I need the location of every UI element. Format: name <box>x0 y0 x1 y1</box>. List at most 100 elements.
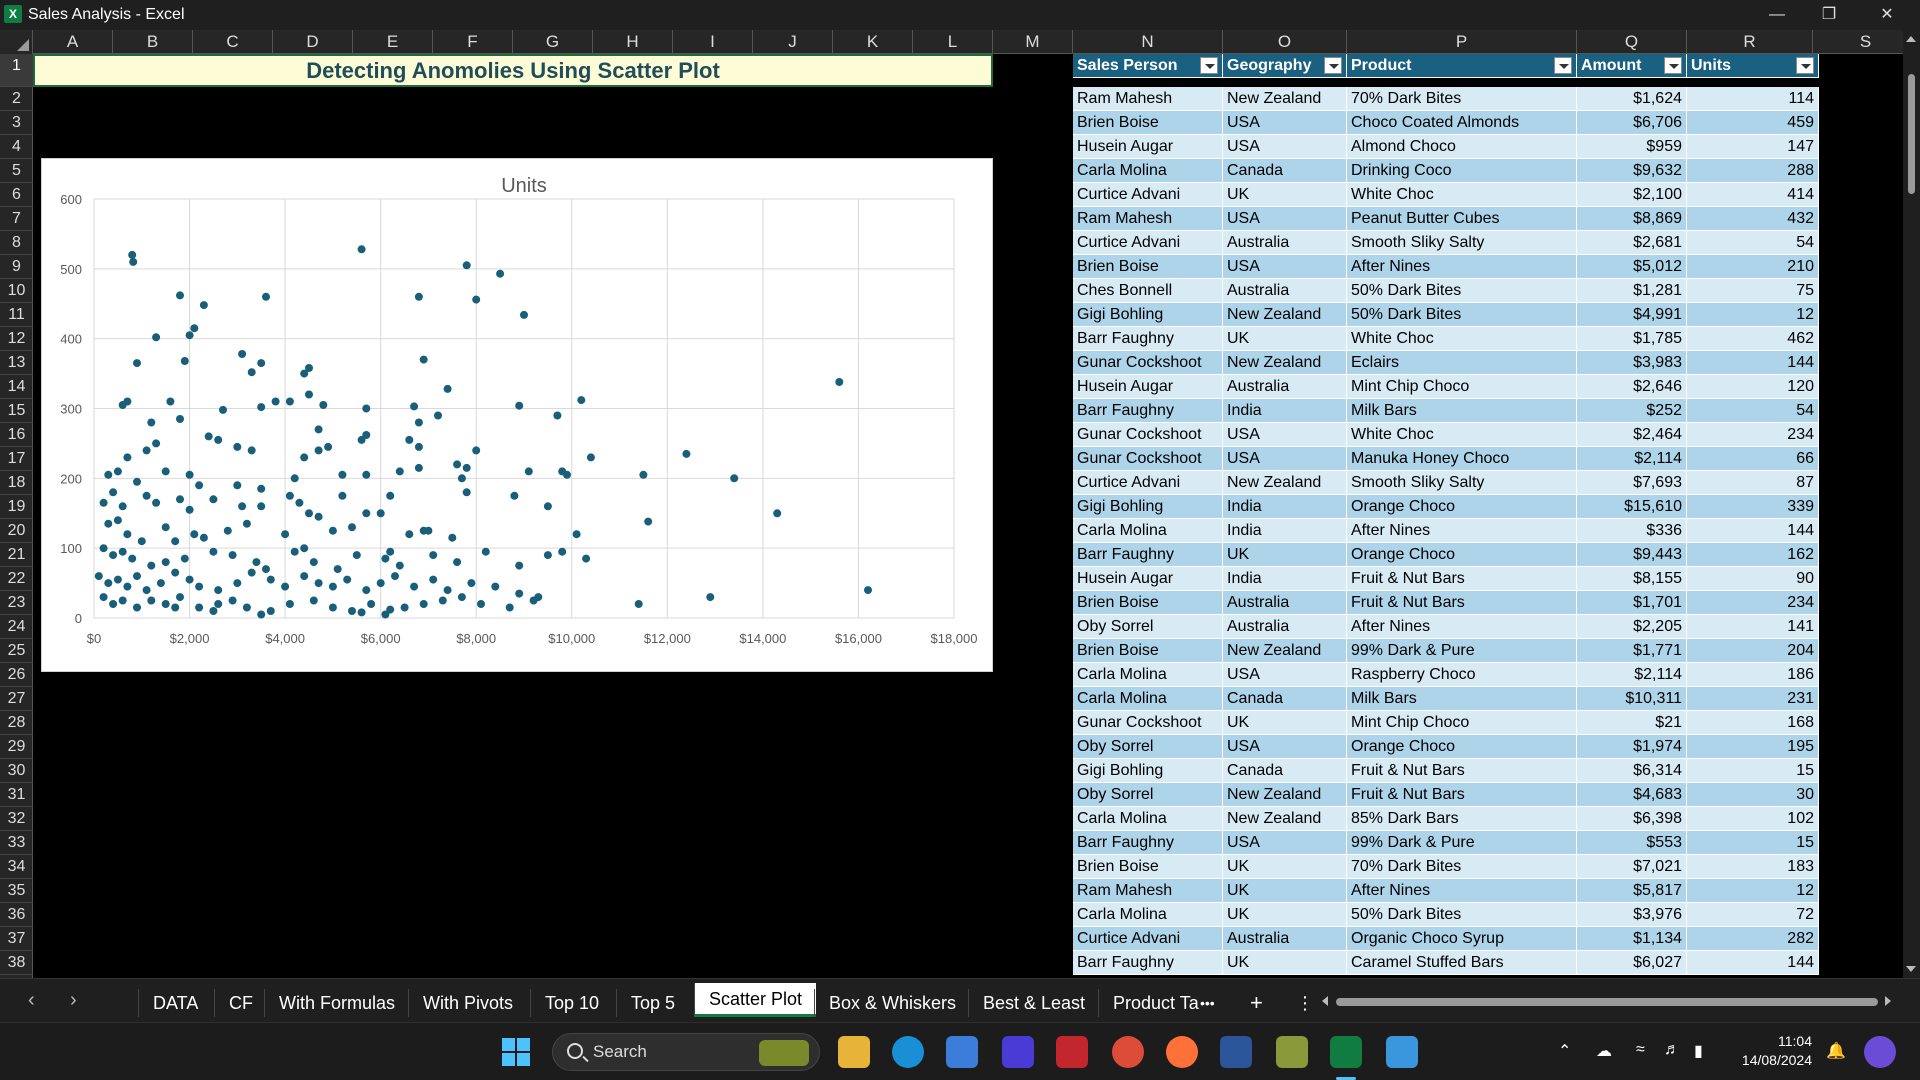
scatter-point[interactable] <box>152 439 161 448</box>
column-header[interactable]: L <box>913 30 993 54</box>
cell-sales-person[interactable]: Oby Sorrel <box>1073 615 1223 639</box>
cell-units[interactable]: 459 <box>1687 111 1819 135</box>
cell-amount[interactable]: $3,976 <box>1577 903 1687 927</box>
scatter-point[interactable] <box>195 481 204 490</box>
scatter-point[interactable] <box>558 547 567 556</box>
cell-product[interactable]: After Nines <box>1347 519 1577 543</box>
cell-product[interactable]: Mint Chip Choco <box>1347 375 1577 399</box>
scatter-point[interactable] <box>529 596 538 605</box>
cell-geography[interactable]: USA <box>1223 423 1347 447</box>
cell-geography[interactable]: UK <box>1223 327 1347 351</box>
scatter-point[interactable] <box>348 523 356 532</box>
cell-sales-person[interactable]: Curtice Advani <box>1073 471 1223 495</box>
scatter-point[interactable] <box>185 470 194 479</box>
scatter-point[interactable] <box>171 537 180 546</box>
scatter-point[interactable] <box>161 467 170 476</box>
column-header[interactable]: O <box>1223 30 1347 54</box>
scatter-point[interactable] <box>481 547 490 556</box>
scatter-point[interactable] <box>242 603 251 612</box>
cell-product[interactable]: Drinking Coco <box>1347 159 1577 183</box>
scatter-point[interactable] <box>414 418 423 427</box>
row-header[interactable]: 26 <box>0 663 33 687</box>
sheet-tab[interactable]: Box & Whiskers <box>814 989 970 1017</box>
row-header[interactable]: 33 <box>0 831 33 855</box>
cell-amount[interactable]: $1,624 <box>1577 87 1687 111</box>
scatter-point[interactable] <box>582 554 591 563</box>
cell-geography[interactable]: UK <box>1223 711 1347 735</box>
header-geography[interactable]: Geography <box>1223 54 1347 78</box>
scatter-point[interactable] <box>472 295 481 304</box>
scatter-point[interactable] <box>285 397 294 406</box>
row-header[interactable]: 15 <box>0 399 33 423</box>
cell-product[interactable]: Organic Choco Syrup <box>1347 927 1577 951</box>
cell-units[interactable]: 186 <box>1687 663 1819 687</box>
scatter-point[interactable] <box>176 593 184 602</box>
cell-amount[interactable]: $2,100 <box>1577 183 1687 207</box>
cell-product[interactable]: 50% Dark Bites <box>1347 303 1577 327</box>
scatter-point[interactable] <box>285 491 294 500</box>
scatter-chart[interactable]: Units 0 100 200 300 400 500 600 $0 $2,000 $4,000 $6… <box>41 158 993 672</box>
cell-sales-person[interactable]: Brien Boise <box>1073 591 1223 615</box>
cell-product[interactable]: 50% Dark Bites <box>1347 903 1577 927</box>
cell-product[interactable]: Raspberry Choco <box>1347 663 1577 687</box>
cell-product[interactable]: Mint Chip Choco <box>1347 711 1577 735</box>
scatter-point[interactable] <box>152 333 161 342</box>
cell-sales-person[interactable]: Oby Sorrel <box>1073 735 1223 759</box>
windows-start-icon[interactable] <box>500 1036 532 1068</box>
scatter-point[interactable] <box>730 474 739 483</box>
scatter-point[interactable] <box>109 600 118 608</box>
sheet-tab[interactable]: Best & Least <box>968 989 1099 1017</box>
scatter-point[interactable] <box>123 397 132 406</box>
row-header[interactable]: 10 <box>0 279 33 303</box>
column-header[interactable]: P <box>1347 30 1577 54</box>
scatter-point[interactable] <box>129 257 138 266</box>
cell-sales-person[interactable]: Brien Boise <box>1073 639 1223 663</box>
scatter-point[interactable] <box>257 610 266 619</box>
cell-geography[interactable]: UK <box>1223 543 1347 567</box>
scatter-point[interactable] <box>510 491 519 500</box>
column-header[interactable]: I <box>673 30 753 54</box>
scatter-point[interactable] <box>161 523 170 532</box>
scatter-point[interactable] <box>257 502 266 511</box>
scatter-point[interactable] <box>161 558 170 567</box>
cell-product[interactable]: Smooth Sliky Salty <box>1347 471 1577 495</box>
cell-sales-person[interactable]: Carla Molina <box>1073 807 1223 831</box>
row-header[interactable]: 27 <box>0 687 33 711</box>
row-header[interactable]: 1 <box>0 54 33 87</box>
cell-amount[interactable]: $959 <box>1577 135 1687 159</box>
row-header[interactable]: 2 <box>0 87 33 111</box>
scatter-point[interactable] <box>414 292 423 301</box>
scatter-point[interactable] <box>305 509 313 518</box>
scatter-point[interactable] <box>118 596 127 605</box>
cell-units[interactable]: 168 <box>1687 711 1819 735</box>
filter-dropdown-icon[interactable] <box>1554 57 1572 74</box>
scatter-point[interactable] <box>285 600 294 608</box>
cell-sales-person[interactable]: Husein Augar <box>1073 375 1223 399</box>
cell-geography[interactable]: USA <box>1223 735 1347 759</box>
column-header[interactable]: J <box>753 30 833 54</box>
scatter-point[interactable] <box>271 397 280 406</box>
cell-product[interactable]: Almond Choco <box>1347 135 1577 159</box>
cell-units[interactable]: 75 <box>1687 279 1819 303</box>
scatter-point[interactable] <box>462 261 471 270</box>
scatter-point[interactable] <box>180 357 189 365</box>
scatter-point[interactable] <box>577 396 586 405</box>
scatter-point[interactable] <box>247 368 256 377</box>
cell-units[interactable]: 195 <box>1687 735 1819 759</box>
cell-product[interactable]: White Choc <box>1347 423 1577 447</box>
row-header[interactable]: 32 <box>0 807 33 831</box>
row-header[interactable]: 8 <box>0 231 33 255</box>
scatter-point[interactable] <box>553 411 562 420</box>
cell-units[interactable]: 234 <box>1687 591 1819 615</box>
chrome-icon[interactable] <box>1112 1036 1144 1068</box>
cell-product[interactable]: Fruit & Nut Bars <box>1347 783 1577 807</box>
filter-dropdown-icon[interactable] <box>1324 57 1342 74</box>
row-header[interactable]: 20 <box>0 519 33 543</box>
cell-units[interactable]: 12 <box>1687 879 1819 903</box>
horizontal-scroll-thumb[interactable] <box>1336 998 1878 1006</box>
scatter-point[interactable] <box>524 467 533 476</box>
sheet-tab[interactable]: Top 5 <box>616 989 689 1017</box>
scatter-point[interactable] <box>195 582 204 591</box>
cell-product[interactable]: After Nines <box>1347 615 1577 639</box>
scatter-point[interactable] <box>472 446 481 455</box>
